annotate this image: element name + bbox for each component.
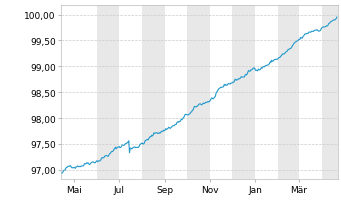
Bar xyxy=(322,6,341,179)
Bar xyxy=(187,6,210,179)
Bar xyxy=(233,6,255,179)
Bar xyxy=(97,6,119,179)
Bar xyxy=(142,6,165,179)
Bar xyxy=(278,6,299,179)
